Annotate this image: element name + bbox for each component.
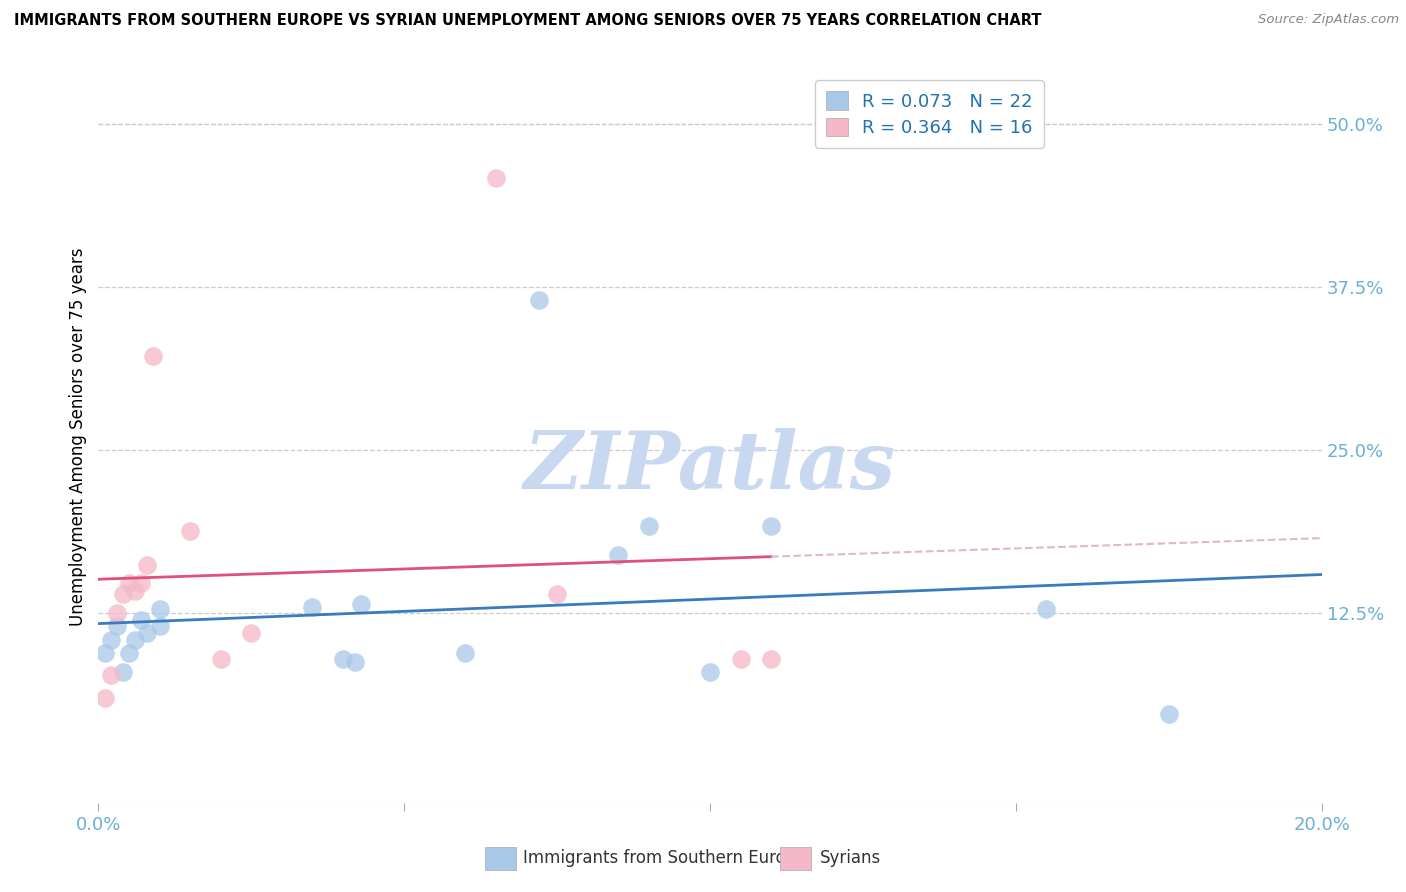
Point [93,646,115,660]
Point [759,652,782,666]
Point [118,646,141,660]
Text: IMMIGRANTS FROM SOUTHERN EUROPE VS SYRIAN UNEMPLOYMENT AMONG SENIORS OVER 75 YEA: IMMIGRANTS FROM SOUTHERN EUROPE VS SYRIA… [14,13,1042,29]
Point [240,626,263,640]
Point [124,584,146,599]
Point [332,652,354,666]
Point [350,597,373,611]
Point [607,548,630,562]
Legend: R = 0.073   N = 22, R = 0.364   N = 16: R = 0.073 N = 22, R = 0.364 N = 16 [815,80,1043,148]
Point [730,652,752,666]
Point [1035,602,1057,616]
Point [142,349,165,363]
Point [136,626,159,640]
Point [454,646,477,660]
Point [179,524,201,538]
Point [301,599,323,614]
Point [527,293,550,307]
Point [546,587,568,601]
Point [136,558,159,573]
Text: Source: ZipAtlas.com: Source: ZipAtlas.com [1258,13,1399,27]
Text: Immigrants from Southern Europe: Immigrants from Southern Europe [523,849,807,867]
Point [637,519,661,533]
Point [111,587,134,601]
Point [100,632,122,647]
Point [485,171,508,186]
Text: Syrians: Syrians [820,849,882,867]
Point [124,632,146,647]
Point [344,655,367,669]
Point [209,652,232,666]
Point [699,665,721,680]
Point [129,613,152,627]
Point [149,619,172,633]
Point [100,667,122,681]
Y-axis label: Unemployment Among Seniors over 75 years: Unemployment Among Seniors over 75 years [69,248,87,626]
Point [759,519,782,533]
Point [111,665,134,680]
Point [1157,706,1180,721]
Text: ZIPatlas: ZIPatlas [524,427,896,505]
Point [93,691,115,706]
Point [118,576,141,591]
Point [129,576,152,591]
Point [105,619,128,633]
Point [149,602,172,616]
Point [105,607,128,621]
